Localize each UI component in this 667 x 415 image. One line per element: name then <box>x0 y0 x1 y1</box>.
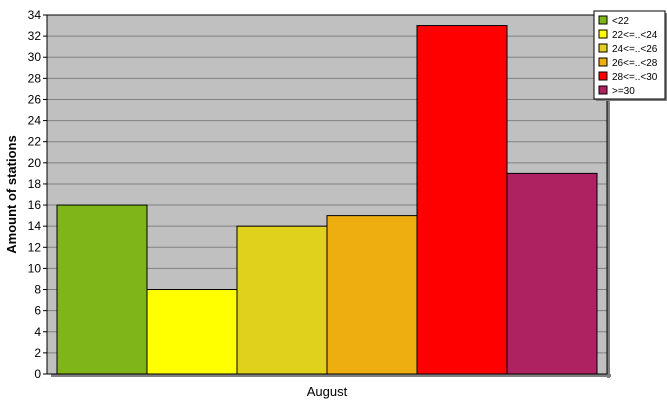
y-tick-label: 4 <box>34 325 41 339</box>
legend-swatch <box>598 43 608 53</box>
shadow-bottom <box>51 374 611 377</box>
legend-label: 22<=..<24 <box>612 30 658 41</box>
plot-frame <box>46 14 608 375</box>
y-axis-title: Amount of stations <box>4 135 19 253</box>
plot-area <box>46 14 611 378</box>
shadow-right <box>607 19 610 378</box>
bar <box>146 289 238 375</box>
y-tick-label: 8 <box>34 283 41 297</box>
y-tick-label: 28 <box>28 71 42 85</box>
y-tick-label: 2 <box>34 346 41 360</box>
legend-box <box>593 10 666 100</box>
legend-label: 26<=..<28 <box>612 58 658 69</box>
legend-swatch <box>598 15 608 25</box>
legend-label: <22 <box>612 16 629 27</box>
y-tick-label: 6 <box>34 304 41 318</box>
y-tick-label: 24 <box>28 114 42 128</box>
y-tick-label: 26 <box>28 92 42 106</box>
y-tick-label: 16 <box>28 198 42 212</box>
legend-label: 24<=..<26 <box>612 44 658 55</box>
x-category-label: August <box>307 384 348 399</box>
x-axis: August <box>307 384 348 399</box>
y-tick-label: 18 <box>28 177 42 191</box>
y-tick-label: 22 <box>28 135 42 149</box>
legend-swatch <box>598 57 608 67</box>
y-tick-label: 14 <box>28 219 42 233</box>
bar <box>416 25 508 375</box>
y-tick-label: 12 <box>28 240 42 254</box>
y-tick-label: 0 <box>34 367 41 381</box>
bar <box>506 172 598 375</box>
y-tick-label: 32 <box>28 29 42 43</box>
y-tick-label: 30 <box>28 50 42 64</box>
legend-swatch <box>598 29 608 39</box>
legend-swatch <box>598 85 608 95</box>
y-tick-label: 20 <box>28 156 42 170</box>
bar <box>56 204 148 375</box>
bars <box>56 25 598 375</box>
bar <box>236 225 328 375</box>
legend-label: >=30 <box>612 86 635 97</box>
y-tick-label: 10 <box>28 261 42 275</box>
bar <box>326 215 418 375</box>
legend-label: 28<=..<30 <box>612 72 658 83</box>
legend-swatch <box>598 71 608 81</box>
y-tick-label: 34 <box>28 8 42 22</box>
plot-shadow <box>51 19 611 378</box>
legend: <22 22<=..<24 24<=..<26 26<=..<28 28<=..<30 >… <box>593 10 667 101</box>
